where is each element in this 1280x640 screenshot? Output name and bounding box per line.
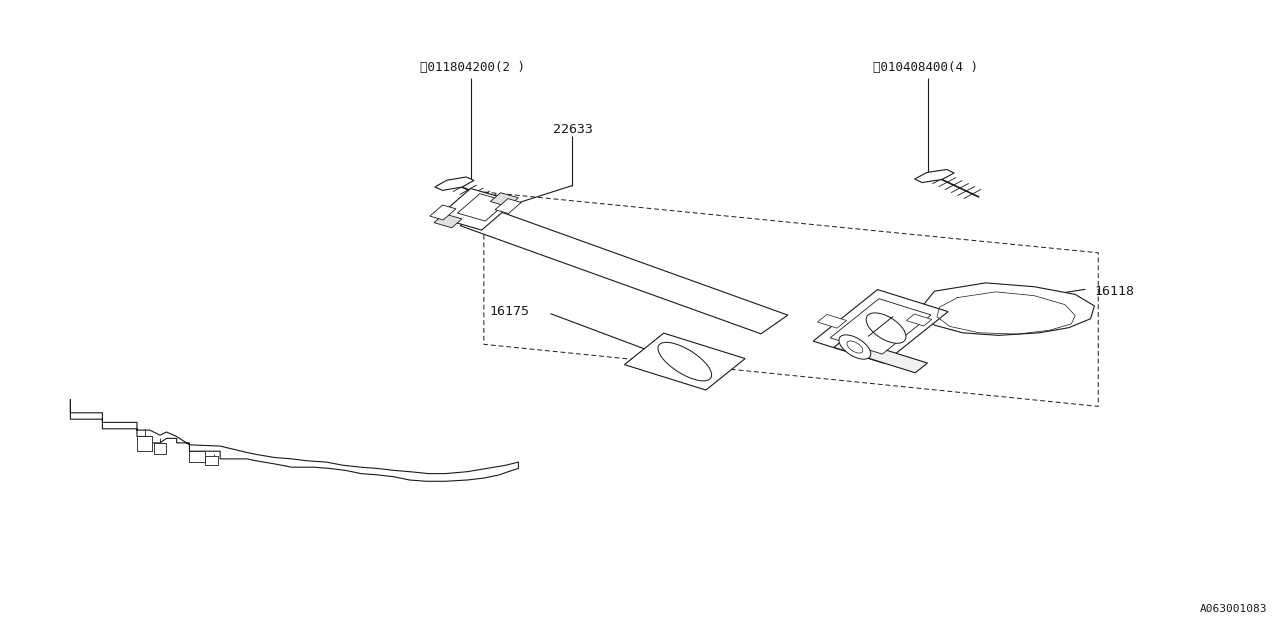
Polygon shape	[495, 198, 521, 214]
Ellipse shape	[658, 342, 712, 381]
Bar	[154, 443, 166, 454]
Polygon shape	[435, 177, 474, 190]
Polygon shape	[833, 337, 928, 373]
Polygon shape	[625, 333, 745, 390]
Text: Ⓢ011804200(2 ): Ⓢ011804200(2 )	[420, 61, 525, 74]
Polygon shape	[831, 299, 931, 354]
Bar	[189, 451, 205, 462]
Text: Ⓑ010408400(4 ): Ⓑ010408400(4 )	[873, 61, 978, 74]
Polygon shape	[430, 205, 456, 220]
Bar	[205, 456, 218, 465]
Polygon shape	[818, 314, 846, 328]
Text: A063001083: A063001083	[1199, 604, 1267, 614]
Polygon shape	[438, 188, 515, 230]
Text: 16175: 16175	[489, 305, 529, 318]
Ellipse shape	[867, 313, 906, 343]
Polygon shape	[460, 207, 788, 334]
Polygon shape	[906, 314, 932, 326]
Text: 16118: 16118	[1094, 285, 1134, 298]
Polygon shape	[922, 283, 1094, 335]
Polygon shape	[490, 193, 518, 207]
Bar	[137, 436, 152, 451]
Ellipse shape	[838, 335, 870, 359]
Polygon shape	[813, 289, 948, 364]
Polygon shape	[915, 170, 954, 182]
Text: 22633: 22633	[553, 123, 593, 136]
Polygon shape	[434, 214, 462, 228]
Ellipse shape	[847, 341, 863, 353]
Polygon shape	[457, 194, 508, 221]
